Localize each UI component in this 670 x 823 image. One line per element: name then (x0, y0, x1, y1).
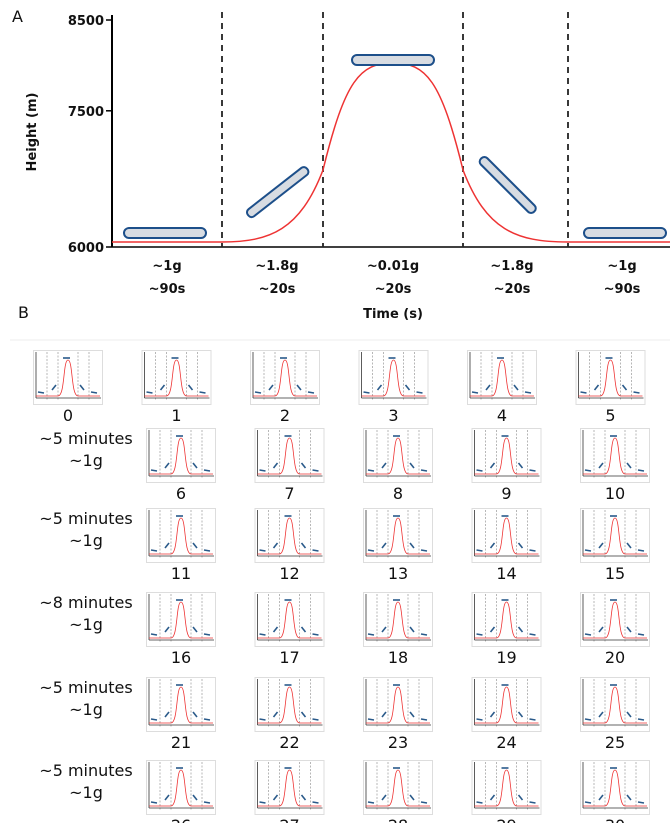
phase-gravity: ~1.8g (255, 259, 298, 274)
parabola-thumbnail (363, 592, 433, 647)
phase-duration: ~20s (494, 282, 531, 297)
parabola-thumbnail (363, 760, 433, 815)
parabola-number: 6 (176, 484, 186, 503)
parabola-number: 4 (497, 406, 507, 425)
phase-duration: ~20s (375, 282, 412, 297)
parabola-thumbnail (580, 508, 650, 563)
parabola-number: 3 (388, 406, 398, 425)
parabola-thumbnail (363, 428, 433, 483)
parabola-number: 29 (496, 816, 516, 823)
parabola-thumbnail (580, 428, 650, 483)
parabola-thumbnail (254, 428, 325, 483)
phase-gravity: ~1.8g (490, 259, 533, 274)
parabola-number: 11 (171, 564, 191, 583)
parabola-number: 1 (171, 406, 181, 425)
parabola-number: 14 (496, 564, 516, 583)
parabola-thumbnail (254, 592, 325, 647)
parabola-thumbnail (146, 508, 216, 563)
parabola-thumbnail (471, 428, 542, 483)
gravity-label: ~1g (69, 783, 103, 802)
parabola-number: 24 (496, 733, 516, 752)
parabola-number: 15 (605, 564, 625, 583)
parabola-thumbnail (575, 350, 646, 405)
parabola-thumbnail (254, 760, 325, 815)
parabola-number: 26 (171, 816, 191, 823)
parabola-number: 28 (388, 816, 408, 823)
parabola-thumbnail (471, 677, 542, 732)
phase-dividers (221, 12, 569, 247)
parabola-thumbnail (580, 760, 650, 815)
gravity-label: ~1g (69, 531, 103, 550)
parabola-number: 23 (388, 733, 408, 752)
parabola-thumbnail (146, 677, 216, 732)
parabola-number: 22 (279, 733, 299, 752)
parabola-thumbnail (254, 677, 325, 732)
parabola-number: 27 (279, 816, 299, 823)
parabola-thumbnail (141, 350, 212, 405)
parabola-number: 9 (501, 484, 511, 503)
parabola-thumbnail (250, 350, 320, 405)
parabola-thumbnail (254, 508, 325, 563)
y-tick-label: 8500 (68, 14, 104, 29)
panel-label: A (12, 7, 23, 26)
parabola-number: 2 (280, 406, 290, 425)
parabola-thumbnail (146, 428, 216, 483)
panel-label: B (18, 303, 29, 322)
parabola-number: 21 (171, 733, 191, 752)
parabola-number: 12 (279, 564, 299, 583)
interval-label: ~5 minutes (39, 678, 132, 697)
parabola-number: 25 (605, 733, 625, 752)
parabola-thumbnail (363, 508, 433, 563)
parabola-number: 13 (388, 564, 408, 583)
x-axis-label: Time (s) (363, 307, 423, 322)
interval-label: ~8 minutes (39, 593, 132, 612)
parabola-number: 17 (279, 648, 299, 667)
parabola-thumbnail (580, 592, 650, 647)
parabola-thumbnail (363, 677, 433, 732)
phase-gravity: ~1g (152, 259, 181, 274)
flight-profile (112, 62, 670, 243)
gravity-label: ~1g (69, 451, 103, 470)
parabola-number: 16 (171, 648, 191, 667)
parabola-thumbnail (146, 592, 216, 647)
parabola-thumbnail (146, 760, 216, 815)
parabola-thumbnail (471, 508, 542, 563)
y-tick-label: 7500 (68, 105, 104, 120)
interval-label: ~5 minutes (39, 429, 132, 448)
gravity-label: ~1g (69, 700, 103, 719)
y-axis-label: Height (m) (25, 93, 40, 172)
parabola-thumbnail (467, 350, 537, 405)
parabola-number: 18 (388, 648, 408, 667)
parabola-number: 10 (605, 484, 625, 503)
parabola-number: 8 (393, 484, 403, 503)
interval-label: ~5 minutes (39, 761, 132, 780)
parabola-thumbnail (33, 350, 103, 405)
parabola-number: 5 (605, 406, 615, 425)
phase-duration: ~90s (149, 282, 186, 297)
parabola-number: 19 (496, 648, 516, 667)
interval-label: ~5 minutes (39, 509, 132, 528)
parabola-thumbnail (471, 592, 542, 647)
parabola-number: 20 (605, 648, 625, 667)
phase-gravity: ~1g (607, 259, 636, 274)
phase-duration: ~20s (259, 282, 296, 297)
parabola-thumbnail (580, 677, 650, 732)
parabola-number: 30 (605, 816, 625, 823)
gravity-label: ~1g (69, 615, 103, 634)
parabola-thumbnail (358, 350, 429, 405)
phase-duration: ~90s (604, 282, 641, 297)
aircraft-icons (123, 54, 667, 239)
parabola-thumbnail (471, 760, 542, 815)
phase-gravity: ~0.01g (367, 259, 419, 274)
parabola-number: 0 (63, 406, 73, 425)
y-tick-label: 6000 (68, 241, 104, 256)
parabola-number: 7 (284, 484, 294, 503)
